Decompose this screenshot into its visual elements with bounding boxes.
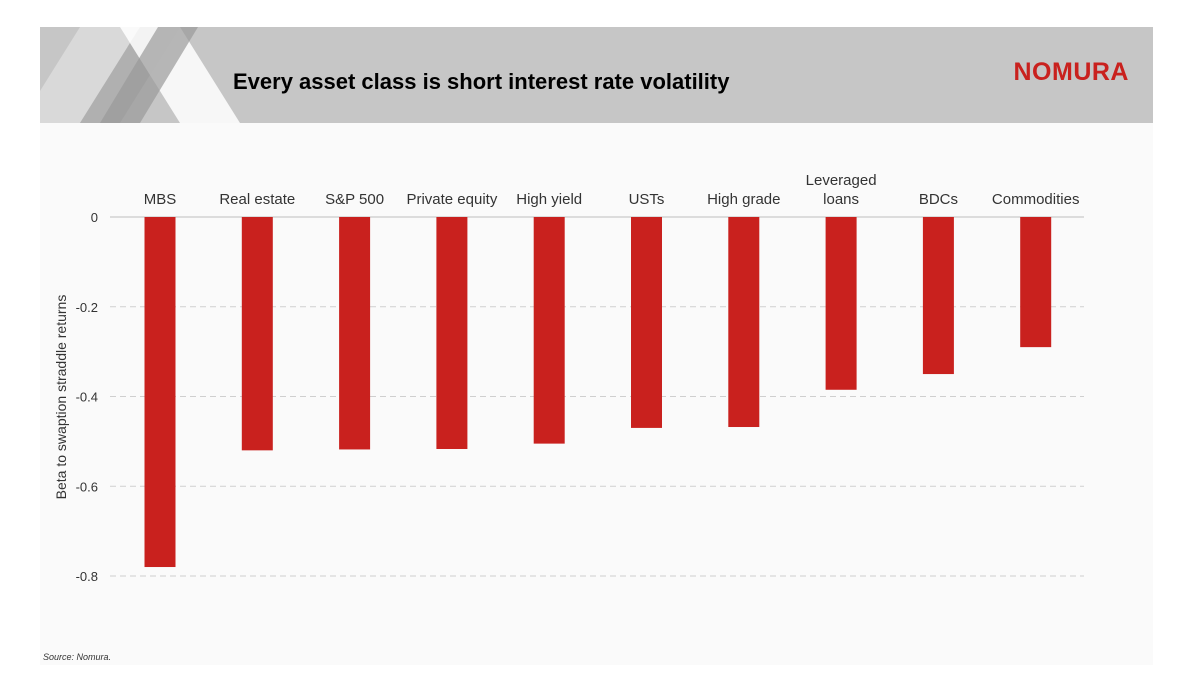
category-label: BDCs	[919, 191, 958, 208]
bar	[144, 217, 176, 568]
slide-title: Every asset class is short interest rate…	[233, 69, 730, 94]
source-note: Source: Nomura.	[43, 652, 112, 662]
y-tick-label: 0	[91, 210, 98, 225]
bar	[825, 217, 857, 390]
y-tick-label: -0.2	[76, 300, 98, 315]
y-tick-label: -0.8	[76, 569, 98, 584]
bar	[728, 217, 760, 428]
slide-header: Every asset class is short interest rate…	[40, 27, 1153, 123]
nomura-logo: NOMURA	[1013, 58, 1129, 86]
bar	[922, 217, 954, 375]
category-label: High grade	[707, 191, 780, 208]
bar	[241, 217, 273, 451]
category-label: Commodities	[992, 191, 1080, 208]
bar	[631, 217, 662, 428]
category-label: Private equity	[406, 191, 497, 208]
category-label: Real estate	[219, 191, 295, 208]
slide: Every asset class is short interest rate…	[40, 27, 1153, 665]
category-label: loans	[823, 191, 859, 208]
y-tick-label: -0.6	[76, 479, 98, 494]
header-chevron-decoration	[40, 27, 240, 123]
y-axis-label: Beta to swaption straddle returns	[53, 295, 69, 500]
category-label: Leveraged	[806, 172, 877, 189]
bar	[436, 217, 468, 450]
bar	[1020, 217, 1052, 348]
bar	[339, 217, 371, 450]
category-label: MBS	[144, 191, 177, 208]
category-label: USTs	[629, 191, 665, 208]
category-label: S&P 500	[325, 191, 384, 208]
category-label: High yield	[516, 191, 582, 208]
bar	[533, 217, 565, 444]
y-tick-label: -0.4	[76, 390, 98, 405]
